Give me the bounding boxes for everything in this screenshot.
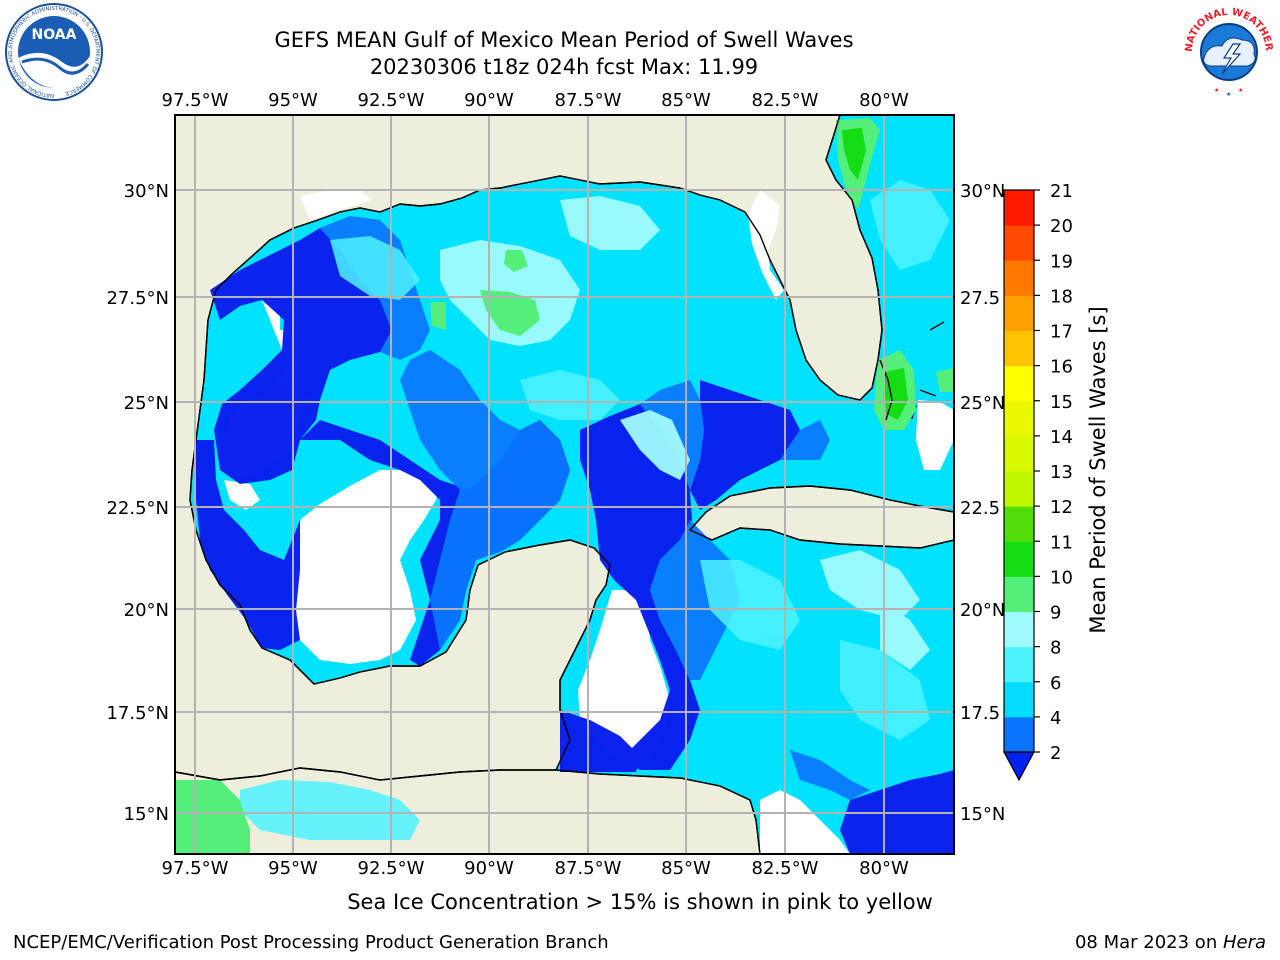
lat-label: 27.5	[960, 288, 1000, 309]
nws-logo: NATIONAL WEATHER SERVICE ★ ★ ★	[1178, 0, 1275, 98]
colorbar-swatch	[1004, 471, 1034, 507]
lon-label: 85°W	[661, 90, 711, 111]
colorbar-swatch	[1004, 681, 1034, 718]
lon-label: 85°W	[661, 858, 711, 879]
date-stamp: 08 Mar 2023 on Hera	[1075, 932, 1266, 953]
chart-title: GEFS MEAN Gulf of Mexico Mean Period of …	[274, 28, 854, 52]
lat-label: 20°N	[124, 600, 169, 621]
lat-label: 15°N	[124, 804, 169, 825]
lon-label: 87.5°W	[555, 858, 622, 879]
colorbar-swatch	[1004, 716, 1034, 753]
colorbar-swatch	[1004, 435, 1034, 472]
colorbar-tick-label: 20	[1050, 216, 1073, 237]
chart-subtitle: 20230306 t18z 024h fcst Max: 11.99	[369, 55, 759, 79]
svg-text:★: ★	[1226, 91, 1231, 98]
graticule	[175, 115, 954, 854]
host-name: Hera	[1222, 932, 1266, 953]
lon-label: 82.5°W	[752, 90, 819, 111]
colorbar-tick-label: 19	[1050, 251, 1073, 272]
lat-label: 17.5	[960, 703, 1000, 724]
lat-label: 30°N	[960, 181, 1005, 202]
colorbar-tick-label: 13	[1050, 462, 1073, 483]
colorbar-tick-label: 12	[1050, 497, 1073, 518]
lat-label: 25°N	[124, 393, 169, 414]
colorbar-swatch	[1004, 506, 1034, 542]
lon-label: 82.5°W	[752, 858, 819, 879]
colorbar-tick-label: 8	[1050, 638, 1061, 659]
lon-label: 97.5°W	[162, 90, 229, 111]
map-frame	[174, 114, 955, 855]
credit-text: NCEP/EMC/Verification Post Processing Pr…	[13, 932, 609, 953]
colorbar-tick-label: 21	[1050, 181, 1073, 202]
colorbar-tick-label: 2	[1050, 743, 1061, 764]
colorbar-tick-label: 14	[1050, 427, 1073, 448]
colorbar-tick-label: 18	[1050, 286, 1073, 307]
lon-label: 90°W	[464, 858, 514, 879]
colorbar-tick-label: 6	[1050, 673, 1061, 694]
noaa-logo-text: NOAA	[32, 27, 77, 43]
lon-labels-bottom: 97.5°W 95°W 92.5°W 90°W 87.5°W 85°W 82.5…	[162, 858, 909, 879]
lat-label: 27.5°N	[106, 288, 169, 309]
colorbar-tick-label: 9	[1050, 603, 1061, 624]
lon-label: 95°W	[268, 90, 318, 111]
lon-label: 97.5°W	[162, 858, 229, 879]
colorbar-tick-label: 4	[1050, 708, 1061, 729]
sea-ice-note: Sea Ice Concentration > 15% is shown in …	[347, 890, 933, 914]
colorbar-swatch	[1004, 541, 1034, 577]
lat-label: 22.5	[960, 498, 1000, 519]
lat-label: 17.5°N	[106, 703, 169, 724]
colorbar-swatch	[1004, 295, 1034, 331]
colorbar-swatch	[1004, 225, 1034, 261]
lon-labels-top: 97.5°W 95°W 92.5°W 90°W 87.5°W 85°W 82.5…	[162, 90, 909, 111]
lon-label: 80°W	[859, 90, 909, 111]
colorbar-tick-label: 15	[1050, 392, 1073, 413]
colorbar-swatch	[1004, 646, 1034, 683]
colorbar-swatch	[1004, 365, 1034, 402]
lon-label: 87.5°W	[555, 90, 622, 111]
colorbar-swatch	[1004, 330, 1034, 367]
date-text: 08 Mar 2023 on	[1074, 932, 1223, 953]
lat-label: 25°N	[960, 393, 1005, 414]
lat-labels-left: 30°N 27.5°N 25°N 22.5°N 20°N 17.5°N 15°N	[106, 181, 169, 825]
colorbar-tick-label: 10	[1050, 567, 1073, 588]
lon-label: 95°W	[268, 858, 318, 879]
no-data-regions	[224, 190, 954, 854]
lon-label: 92.5°W	[358, 858, 425, 879]
colorbar-label: Mean Period of Swell Waves [s]	[1086, 306, 1110, 634]
colorbar-tick-label: 11	[1050, 532, 1073, 553]
colorbar-swatch	[1004, 611, 1034, 648]
colorbar-tick-label: 17	[1050, 322, 1073, 343]
colorbar-swatch	[1004, 260, 1034, 296]
lon-label: 80°W	[859, 858, 909, 879]
lon-label: 90°W	[464, 90, 514, 111]
colorbar-under-triangle	[1002, 751, 1036, 782]
colorbar-swatch	[1004, 190, 1034, 226]
colorbar-swatch	[1004, 576, 1034, 612]
lat-label: 20°N	[960, 600, 1005, 621]
svg-text:★: ★	[1214, 87, 1219, 94]
lon-label: 92.5°W	[358, 90, 425, 111]
svg-text:★: ★	[1238, 87, 1243, 94]
lat-labels-right: 30°N 27.5 25°N 22.5 20°N 17.5 15°N	[960, 181, 1005, 825]
colorbar-tick-label: 16	[1050, 357, 1073, 378]
lat-label: 30°N	[124, 181, 169, 202]
colorbar-swatch	[1004, 400, 1034, 437]
colorbar: 2 4 6 8 9 10 11 12 13 14 15 16 17 18 19 20 21	[1002, 181, 1073, 782]
lat-label: 15°N	[960, 804, 1005, 825]
noaa-logo: NOAA NATIONAL OCEANIC AND ATMOSPHERIC AD…	[5, 3, 103, 101]
lat-label: 22.5°N	[106, 498, 169, 519]
